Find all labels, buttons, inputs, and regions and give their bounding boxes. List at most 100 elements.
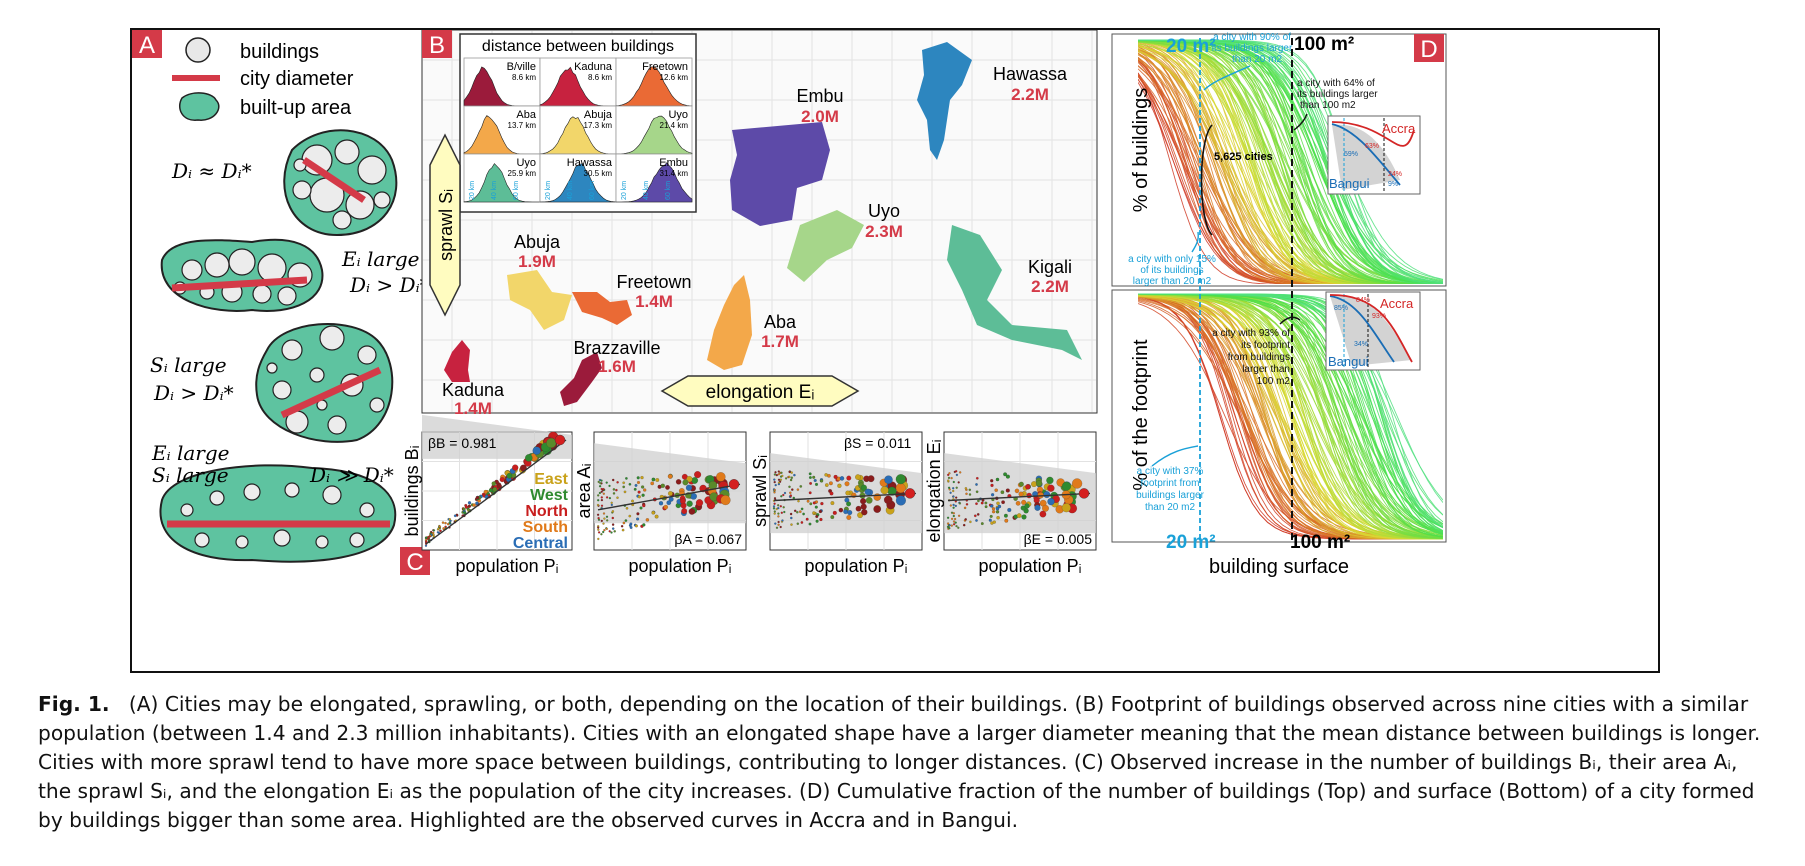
bottom-inset-band [1330,295,1412,366]
scatter-beta: βS = 0.011 [844,435,912,451]
scatter-point [815,515,819,519]
scatter-point [958,502,962,505]
scatter-point [777,515,780,518]
scatter-point [781,474,784,477]
city-footprints [444,42,1082,406]
scatter-point [1035,480,1043,487]
scatter-point [957,526,960,529]
scatter-point [788,485,791,488]
scatter-point [613,530,616,533]
inset-density-curve [539,163,617,203]
scatter-point [948,527,951,530]
scatter-point [952,523,956,526]
panel-b-letter-bg [422,30,452,58]
scatter-point [777,478,781,481]
scatter-point [947,473,950,476]
scatter-point [992,520,996,524]
scatter-point [832,510,837,515]
scatter-point [790,476,794,479]
cdf-curve [1138,48,1328,284]
scatter-point [976,513,980,516]
city-name-kigali: Kigali [1028,257,1072,277]
scatter-point [824,483,829,487]
scatter-point [602,492,605,495]
scatter-point [955,525,958,528]
scatter-point [610,501,613,504]
scatter-point [950,524,953,527]
scatter-point [642,504,646,508]
scatter-point [667,474,673,479]
scatter-point [634,524,638,528]
scatter-point [772,507,776,510]
scatter-point [628,514,632,518]
scatter-point [599,482,602,485]
scatter-point [615,488,618,492]
kigali-footprint [947,225,1082,360]
cdf-curve [1138,39,1365,284]
scatter-point [1021,514,1027,520]
scatter-point [682,479,689,486]
largest-city-point [728,479,740,490]
scatter-point [959,471,962,474]
scatter-point [655,478,660,482]
scatter-point [598,531,601,534]
aba-footprint [707,275,752,370]
panel-d: D % of buildings % of the footprint 20 m… [1111,32,1447,578]
city-pop-abuja: 1.9M [518,252,556,271]
scatter-point [799,485,803,488]
scatter-point [975,502,978,506]
scatter-point [622,521,626,525]
scatter-point [952,495,955,498]
scatter-point [949,504,952,507]
scatter-point [844,481,850,487]
scatter-point [957,481,960,484]
scatter-point [819,517,823,522]
bottom-inset-p4: 34% [1354,341,1368,348]
scatter-point [597,517,600,520]
caption-text: (A) Cities may be elongated, sprawling, … [38,692,1761,832]
scatter-point [640,476,644,480]
bottom-annotation-93: a city with 93% of its footprint from bu… [1212,328,1290,387]
scatter-point [820,502,824,506]
scatter-point [830,501,835,506]
scatter-point [602,530,605,534]
scatter-point [975,476,979,480]
scatter-point [846,475,852,481]
bottom-inset-accra: Accra [1380,296,1414,311]
scatter-point [499,477,505,483]
inset-city-name: Embu [659,157,688,169]
building-surface-label: building surface [1209,556,1349,578]
elongation-axis-label: elongation Eᵢ [706,382,815,403]
shape4-label1: Eᵢ large [151,441,230,465]
scatter-point [690,492,697,500]
top-100m2-label: 100 m² [1294,34,1354,55]
scatter-point [809,502,813,506]
shape3-label: Sᵢ large [150,353,227,377]
cdf-curve [1138,40,1443,284]
abuja-footprint [507,270,572,330]
scatter-point [612,492,616,495]
scatter-point [610,503,613,506]
cdf-curve [1138,52,1302,284]
scatter-point [1014,488,1020,494]
region-legend-west: West [530,487,569,504]
scatter-point [432,533,435,536]
scatter-point [861,509,868,516]
cities-bracket [1200,124,1213,236]
scatter-point [1026,492,1032,499]
scatter-point [780,471,783,474]
top-20m2-label: 20 m² [1166,36,1216,57]
a93-line2: its footprint [1241,340,1290,351]
city-pop-aba: 1.7M [761,332,799,351]
region-legend-south: South [523,519,568,536]
a90-line2: its buildings larger [1212,43,1293,54]
top-accra-bangui-inset: Accra Bangui 63% 59% 24% 9% [1327,115,1421,195]
scatter-point [608,484,611,487]
regression-line [597,483,741,511]
scatter-point [432,529,436,532]
scatter-point [453,514,457,518]
top-inset-p1: 63% [1365,143,1379,150]
scatter-point [610,531,613,534]
scatter-point [800,521,804,524]
